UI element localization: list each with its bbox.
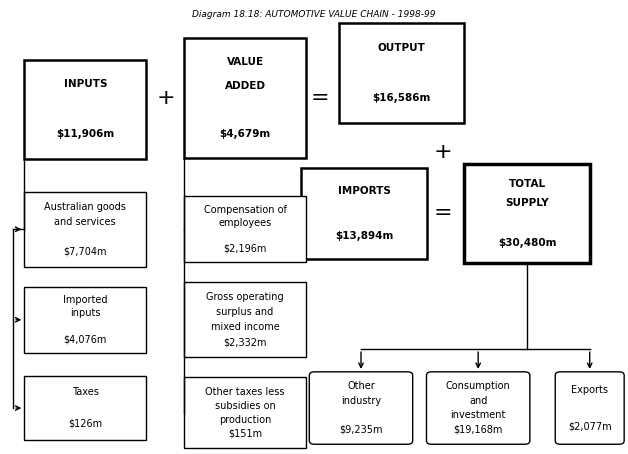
- Text: $151m: $151m: [228, 429, 262, 439]
- Text: subsidies on: subsidies on: [215, 400, 276, 410]
- Bar: [184, 197, 306, 262]
- Text: investment: investment: [450, 410, 506, 420]
- Text: $13,894m: $13,894m: [335, 231, 393, 241]
- Bar: [184, 282, 306, 357]
- Text: $9,235m: $9,235m: [339, 425, 382, 435]
- Text: $4,076m: $4,076m: [63, 335, 107, 345]
- Text: $30,480m: $30,480m: [498, 238, 556, 248]
- Bar: [24, 192, 146, 266]
- FancyBboxPatch shape: [310, 372, 413, 444]
- Text: Taxes: Taxes: [72, 387, 99, 397]
- Text: OUTPUT: OUTPUT: [378, 43, 426, 53]
- Text: Imported: Imported: [63, 295, 107, 305]
- Text: Gross operating: Gross operating: [206, 292, 284, 302]
- Bar: [184, 38, 306, 158]
- Text: employees: employees: [219, 218, 272, 228]
- Bar: [24, 287, 146, 353]
- Text: $2,196m: $2,196m: [224, 244, 267, 254]
- Text: +: +: [156, 88, 175, 108]
- Text: TOTAL: TOTAL: [509, 178, 546, 188]
- Text: and: and: [469, 396, 487, 406]
- Text: Exports: Exports: [571, 385, 608, 395]
- Bar: [464, 163, 590, 263]
- Text: Other: Other: [347, 381, 375, 391]
- FancyBboxPatch shape: [555, 372, 624, 444]
- Text: VALUE: VALUE: [227, 57, 264, 67]
- Text: industry: industry: [341, 396, 381, 406]
- Text: Other taxes less: Other taxes less: [205, 386, 285, 396]
- Text: $7,704m: $7,704m: [63, 247, 107, 257]
- Text: production: production: [219, 415, 271, 424]
- Text: $4,679m: $4,679m: [219, 129, 271, 139]
- Text: $126m: $126m: [68, 419, 102, 429]
- Bar: [184, 377, 306, 448]
- Bar: [24, 59, 146, 159]
- Bar: [24, 376, 146, 440]
- Bar: [301, 168, 427, 259]
- Text: $11,906m: $11,906m: [56, 129, 114, 139]
- Text: $19,168m: $19,168m: [453, 425, 503, 435]
- Text: =: =: [434, 203, 452, 223]
- Text: inputs: inputs: [70, 308, 100, 318]
- Text: IMPORTS: IMPORTS: [338, 186, 391, 196]
- Text: Consumption: Consumption: [446, 381, 511, 391]
- FancyBboxPatch shape: [426, 372, 530, 444]
- Text: Australian goods: Australian goods: [45, 202, 126, 212]
- Text: Diagram 18.18: AUTOMOTIVE VALUE CHAIN - 1998-99: Diagram 18.18: AUTOMOTIVE VALUE CHAIN - …: [192, 10, 436, 19]
- Text: and services: and services: [55, 217, 116, 227]
- Text: $16,586m: $16,586m: [372, 93, 431, 103]
- Text: $2,077m: $2,077m: [568, 421, 612, 431]
- Bar: [339, 23, 464, 123]
- Text: +: +: [434, 142, 452, 163]
- Text: $2,332m: $2,332m: [224, 337, 267, 347]
- Text: surplus and: surplus and: [217, 307, 274, 317]
- Text: SUPPLY: SUPPLY: [506, 198, 549, 208]
- Text: ADDED: ADDED: [225, 81, 266, 91]
- Text: INPUTS: INPUTS: [63, 79, 107, 89]
- Text: =: =: [311, 88, 330, 108]
- Text: mixed income: mixed income: [211, 322, 279, 332]
- Text: Compensation of: Compensation of: [203, 205, 286, 215]
